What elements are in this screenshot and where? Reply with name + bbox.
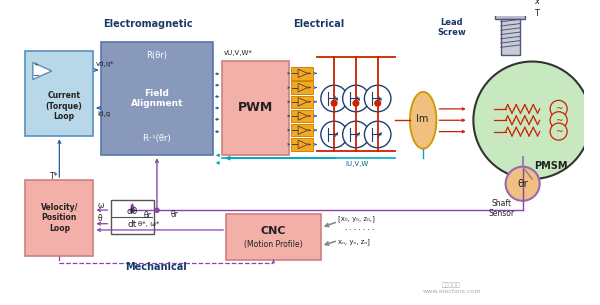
- Polygon shape: [298, 69, 308, 78]
- Text: PMSM: PMSM: [535, 161, 568, 171]
- Text: +: +: [33, 62, 38, 67]
- Circle shape: [321, 85, 347, 112]
- Text: θ: θ: [97, 214, 102, 224]
- Text: dθ: dθ: [127, 207, 138, 216]
- Circle shape: [343, 85, 369, 112]
- Text: ~: ~: [555, 127, 562, 136]
- Polygon shape: [298, 112, 308, 120]
- Bar: [501, 19, 520, 55]
- Text: xₙ, yₙ, zₙ]: xₙ, yₙ, zₙ]: [338, 238, 370, 245]
- Text: CNC: CNC: [261, 226, 286, 236]
- Text: · · · · · · ·: · · · · · · ·: [346, 227, 375, 233]
- Text: 电子发烧友
www.elecfans.com: 电子发烧友 www.elecfans.com: [422, 282, 481, 294]
- Text: T*: T*: [50, 172, 58, 181]
- Circle shape: [364, 85, 391, 112]
- Circle shape: [550, 123, 567, 140]
- Bar: [290, 138, 313, 151]
- Text: θr: θr: [143, 211, 152, 221]
- Text: R(θr): R(θr): [146, 51, 167, 60]
- Polygon shape: [298, 83, 308, 92]
- Text: θr: θr: [517, 179, 528, 189]
- Circle shape: [331, 100, 337, 106]
- Text: ~: ~: [555, 104, 562, 113]
- Polygon shape: [298, 98, 308, 106]
- Circle shape: [321, 121, 347, 148]
- Text: Im: Im: [416, 114, 428, 124]
- Text: Lead
Screw: Lead Screw: [437, 18, 466, 37]
- Circle shape: [550, 100, 567, 117]
- Text: Current
(Torque)
Loop: Current (Torque) Loop: [46, 91, 82, 121]
- Text: PWM: PWM: [238, 102, 273, 114]
- Polygon shape: [33, 63, 52, 80]
- Circle shape: [353, 100, 359, 106]
- Text: R⁻¹(θr): R⁻¹(θr): [143, 134, 172, 143]
- Text: Velocity/
Position
Loop: Velocity/ Position Loop: [41, 203, 78, 233]
- Circle shape: [130, 208, 134, 212]
- Text: dt: dt: [128, 220, 137, 229]
- Ellipse shape: [410, 92, 436, 149]
- Circle shape: [506, 167, 539, 201]
- Bar: [25, 180, 94, 256]
- Text: θ*, ω*: θ*, ω*: [138, 221, 159, 227]
- Text: −: −: [32, 71, 39, 80]
- Text: Mechanical: Mechanical: [125, 262, 187, 272]
- Text: id,q: id,q: [97, 111, 110, 117]
- Bar: [223, 61, 289, 155]
- Circle shape: [364, 121, 391, 148]
- Circle shape: [375, 100, 380, 106]
- Bar: [290, 110, 313, 122]
- Text: θr: θr: [170, 210, 178, 219]
- Text: iU,V,W: iU,V,W: [346, 161, 369, 167]
- Bar: [101, 41, 213, 155]
- Bar: [495, 5, 526, 19]
- Text: Field
Alignment: Field Alignment: [131, 89, 183, 108]
- Bar: [290, 67, 313, 80]
- Text: vd,q*: vd,q*: [95, 61, 114, 67]
- Text: Electrical: Electrical: [293, 19, 344, 29]
- Circle shape: [343, 121, 369, 148]
- Circle shape: [155, 208, 159, 212]
- Bar: [226, 214, 321, 260]
- Text: ω: ω: [97, 201, 104, 210]
- Polygon shape: [298, 140, 308, 149]
- Text: x: x: [535, 0, 539, 6]
- Text: ~: ~: [555, 116, 562, 125]
- Text: Shaft
Sensor: Shaft Sensor: [489, 199, 515, 218]
- Text: T: T: [535, 9, 539, 18]
- Circle shape: [550, 112, 567, 129]
- Circle shape: [473, 62, 591, 179]
- Bar: [25, 51, 94, 136]
- Bar: [290, 81, 313, 94]
- Bar: [290, 124, 313, 136]
- Text: (Motion Profile): (Motion Profile): [244, 240, 303, 249]
- Text: Electromagnetic: Electromagnetic: [104, 19, 193, 29]
- Text: vU,V,W*: vU,V,W*: [224, 50, 253, 56]
- Bar: [290, 96, 313, 108]
- Bar: [110, 200, 154, 234]
- Polygon shape: [298, 126, 308, 135]
- Text: [x₀, y₀, z₀,]: [x₀, y₀, z₀,]: [338, 215, 375, 222]
